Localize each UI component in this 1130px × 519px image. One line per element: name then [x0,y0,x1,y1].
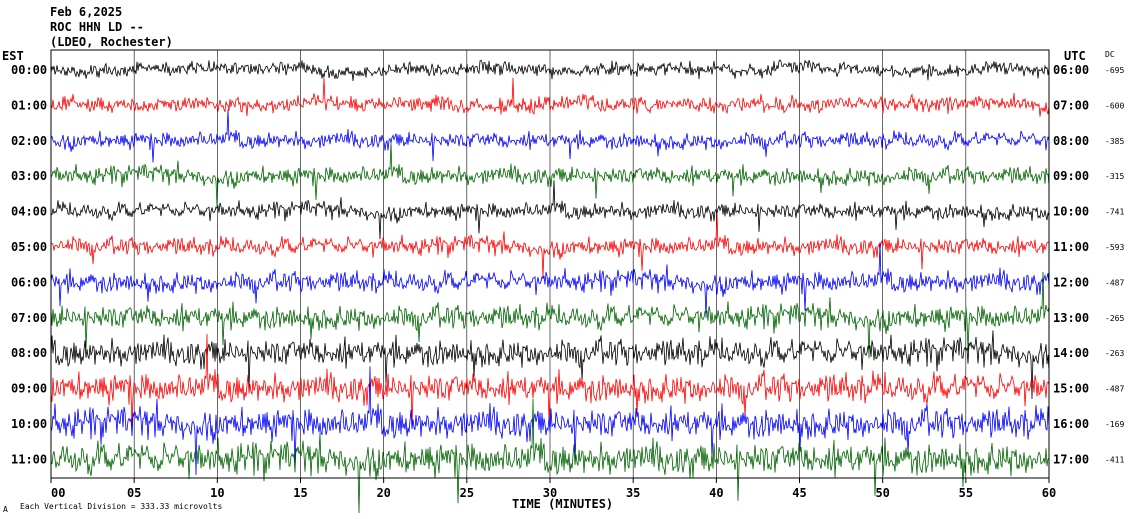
utc-axis-label: UTC [1064,49,1086,63]
plot-grid [50,50,1050,478]
utc-hour-label: 09:00 [1053,169,1089,183]
trace-line [50,398,1050,514]
x-tick-label: 15 [293,486,307,500]
est-hour-label: 03:00 [11,169,47,183]
est-hour-label: 00:00 [11,63,47,77]
trace-group [50,59,1050,514]
est-hour-label: 01:00 [11,98,47,112]
x-tick-label: 00 [51,486,65,500]
est-hour-label: 09:00 [11,382,47,396]
x-tick-label: 35 [626,486,640,500]
x-tick-label: 50 [875,486,889,500]
x-tick-label: 10 [210,486,224,500]
dc-offset-label: -487 [1105,278,1124,287]
utc-hour-label: 17:00 [1053,452,1089,466]
header-station: ROC HHN LD -- [50,20,144,34]
utc-hour-label: 13:00 [1053,311,1089,325]
x-tick-label: 60 [1042,486,1056,500]
dc-column-label: DC [1105,50,1115,59]
trace-line [50,242,1050,318]
utc-hour-label: 07:00 [1053,98,1089,112]
utc-hour-label: 08:00 [1053,134,1089,148]
utc-hour-labels: 06:00 07:00 08:00 09:00 10:00 11:00 12:00 13:00… [1053,63,1089,466]
dc-offset-labels: -695 -600 -385 -315 -741 -593 -487 -265 -263 -487… [1105,66,1124,464]
x-tick-label: 45 [792,486,806,500]
utc-hour-label: 14:00 [1053,346,1089,360]
x-axis-label: TIME (MINUTES) [512,497,613,511]
trace-line [50,271,1050,359]
utc-hour-label: 16:00 [1053,417,1089,431]
x-tick-label: 40 [709,486,723,500]
dc-offset-label: -263 [1105,349,1124,358]
dc-offset-label: -411 [1105,455,1124,464]
est-hour-label: 10:00 [11,417,47,431]
est-hour-labels: 00:00 01:00 02:00 03:00 04:00 05:00 06:00 07:00… [11,63,47,466]
trace-line [50,59,1050,81]
utc-hour-label: 10:00 [1053,205,1089,219]
x-tick-label: 55 [959,486,973,500]
est-hour-label: 07:00 [11,311,47,325]
trace-line [50,366,1050,476]
trace-line [50,77,1050,117]
dc-offset-label: -695 [1105,66,1124,75]
utc-hour-label: 15:00 [1053,382,1089,396]
footer-scale: Each Vertical Division = 333.33 microvol… [20,502,222,511]
x-tick-label: 05 [127,486,141,500]
trace-line [50,333,1050,428]
utc-hour-label: 12:00 [1053,275,1089,289]
header-network: (LDEO, Rochester) [50,35,173,49]
dc-offset-label: -385 [1105,137,1124,146]
dc-offset-label: -487 [1105,385,1124,394]
footer-mark: A [3,505,8,514]
est-hour-label: 08:00 [11,346,47,360]
est-hour-label: 04:00 [11,205,47,219]
est-hour-label: 05:00 [11,240,47,254]
dc-offset-label: -593 [1105,243,1124,252]
x-tick-label: 25 [460,486,474,500]
trace-line [50,141,1050,207]
dc-offset-label: -265 [1105,314,1124,323]
utc-hour-label: 06:00 [1053,63,1089,77]
dc-offset-label: -741 [1105,208,1124,217]
trace-line [50,180,1050,240]
x-axis-ticks: 00 05 10 15 20 25 30 35 40 45 50 55 60 [50,478,1056,500]
est-hour-label: 06:00 [11,275,47,289]
dc-offset-label: -600 [1105,101,1124,110]
trace-line [50,212,1050,278]
est-axis-label: EST [2,49,24,63]
header-date: Feb 6,2025 [50,5,122,19]
est-hour-label: 11:00 [11,452,47,466]
x-tick-label: 20 [376,486,390,500]
trace-line [50,109,1050,163]
utc-hour-label: 11:00 [1053,240,1089,254]
dc-offset-label: -315 [1105,172,1124,181]
est-hour-label: 02:00 [11,134,47,148]
dc-offset-label: -169 [1105,420,1124,429]
x-tick-label: 30 [543,486,557,500]
trace-line [50,330,1050,400]
